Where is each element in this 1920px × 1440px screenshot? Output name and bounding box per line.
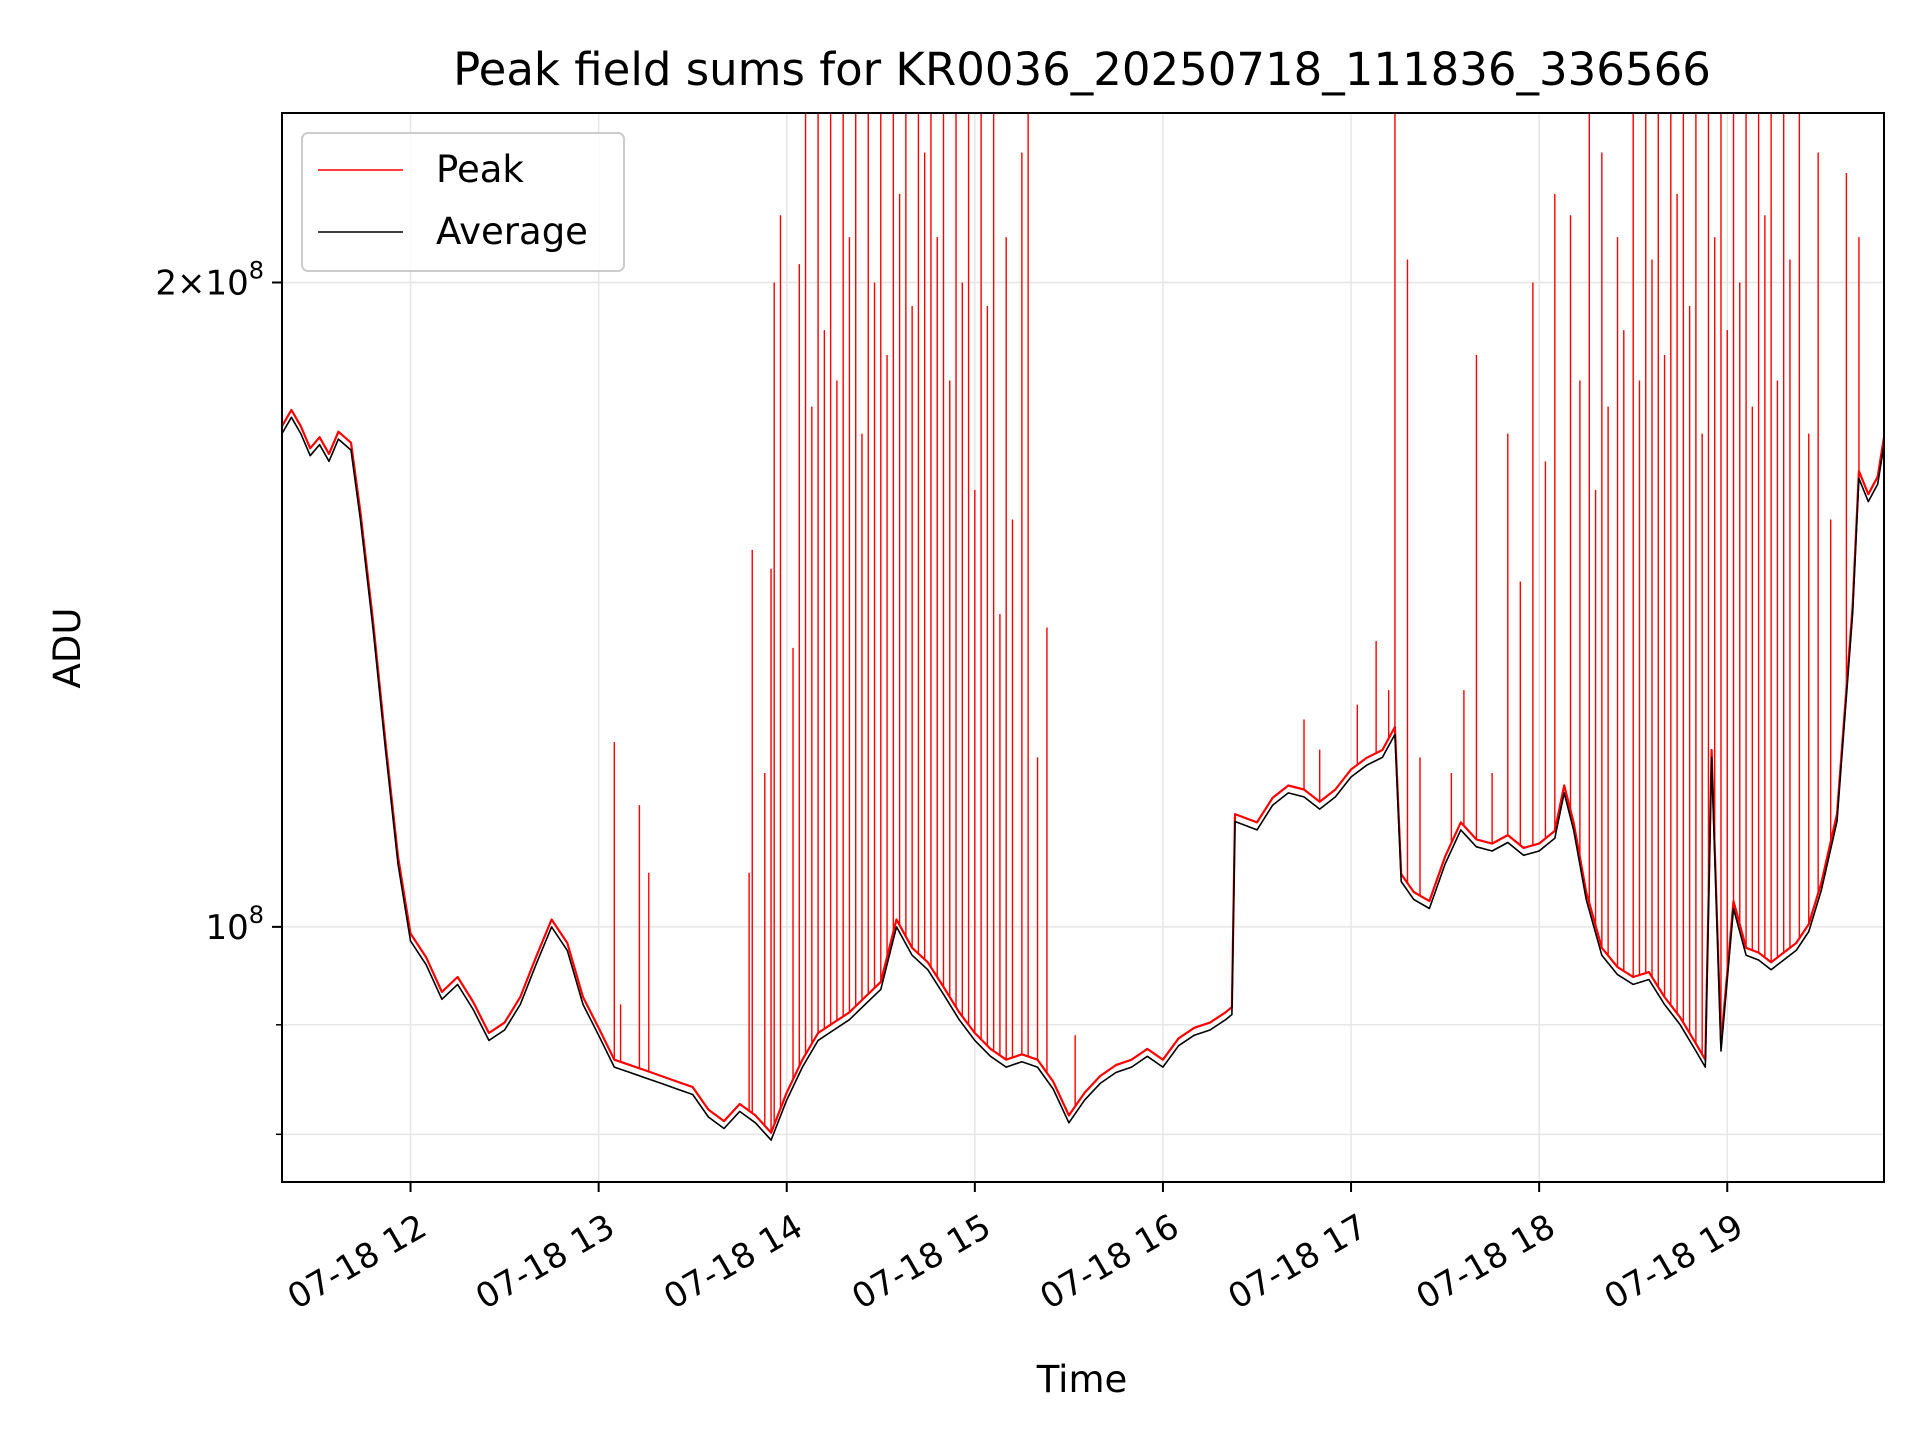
peak-series-line	[281, 408, 1886, 1134]
y-tick-multiplier: 2×	[155, 263, 205, 303]
legend-box	[301, 132, 625, 272]
y-tick-label: 108	[205, 901, 264, 948]
y-tick-label: 2×108	[155, 256, 264, 303]
y-tick-exponent: 8	[249, 256, 264, 284]
chart-title: Peak field sums for KR0036_20250718_1118…	[453, 43, 1711, 96]
y-tick-exponent: 8	[249, 901, 264, 929]
plot-frame	[281, 112, 1885, 1183]
legend-label-peak: Peak	[436, 148, 524, 191]
y-axis-label: ADU	[46, 608, 89, 689]
average-series-line	[281, 416, 1885, 1141]
data-layer	[281, 113, 1886, 1141]
y-tick-base: 10	[205, 908, 248, 948]
x-axis-label: Time	[1036, 1358, 1128, 1401]
legend: Peak Average	[301, 132, 625, 272]
legend-label-average: Average	[436, 210, 588, 253]
y-tick-base: 10	[205, 263, 248, 303]
